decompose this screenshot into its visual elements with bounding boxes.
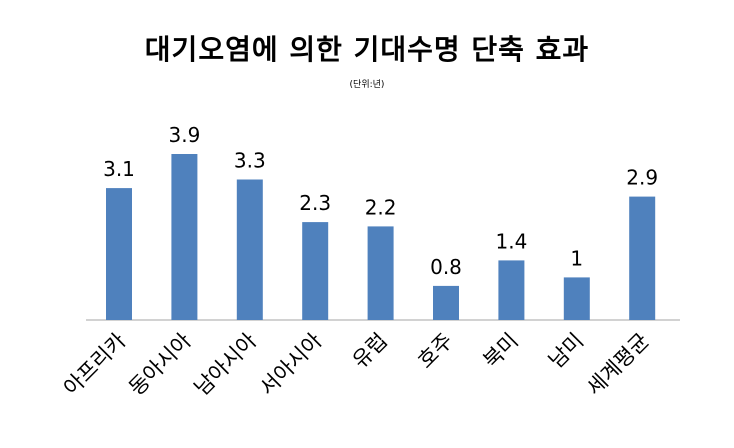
x-tick-label-6: 북미	[479, 329, 523, 373]
bar-7	[563, 277, 590, 320]
chart-subtitle: (단위:년)	[349, 80, 385, 90]
bar-8	[629, 196, 656, 320]
x-tick-label-0: 아프리카	[59, 329, 131, 401]
bar-4	[367, 226, 394, 320]
bar-0	[106, 188, 132, 320]
data-label-1: 3.9	[168, 123, 200, 147]
bar-6	[498, 260, 525, 320]
data-label-0: 3.1	[103, 157, 135, 181]
data-label-5: 0.8	[430, 255, 462, 279]
x-tick-label-7: 남미	[544, 329, 588, 373]
bar-2	[236, 179, 263, 320]
bar-1	[171, 154, 198, 320]
data-label-7: 1	[570, 246, 583, 270]
data-label-6: 1.4	[495, 229, 527, 253]
chart-title: 대기오염에 의한 기대수명 단축 효과	[144, 33, 590, 66]
data-label-4: 2.2	[365, 195, 397, 219]
x-tick-label-3: 서아시아	[255, 329, 327, 401]
bar-5	[433, 285, 459, 320]
data-label-8: 2.9	[626, 166, 658, 190]
x-tick-label-1: 동아시아	[124, 329, 196, 401]
bar-3	[302, 222, 329, 320]
x-tick-label-5: 호주	[413, 329, 457, 373]
data-label-2: 3.3	[234, 149, 266, 173]
x-tick-label-8: 세계평균	[582, 329, 654, 401]
x-tick-label-4: 유럽	[348, 329, 392, 373]
x-tick-label-2: 남아시아	[190, 329, 262, 401]
data-label-3: 2.3	[299, 191, 331, 215]
